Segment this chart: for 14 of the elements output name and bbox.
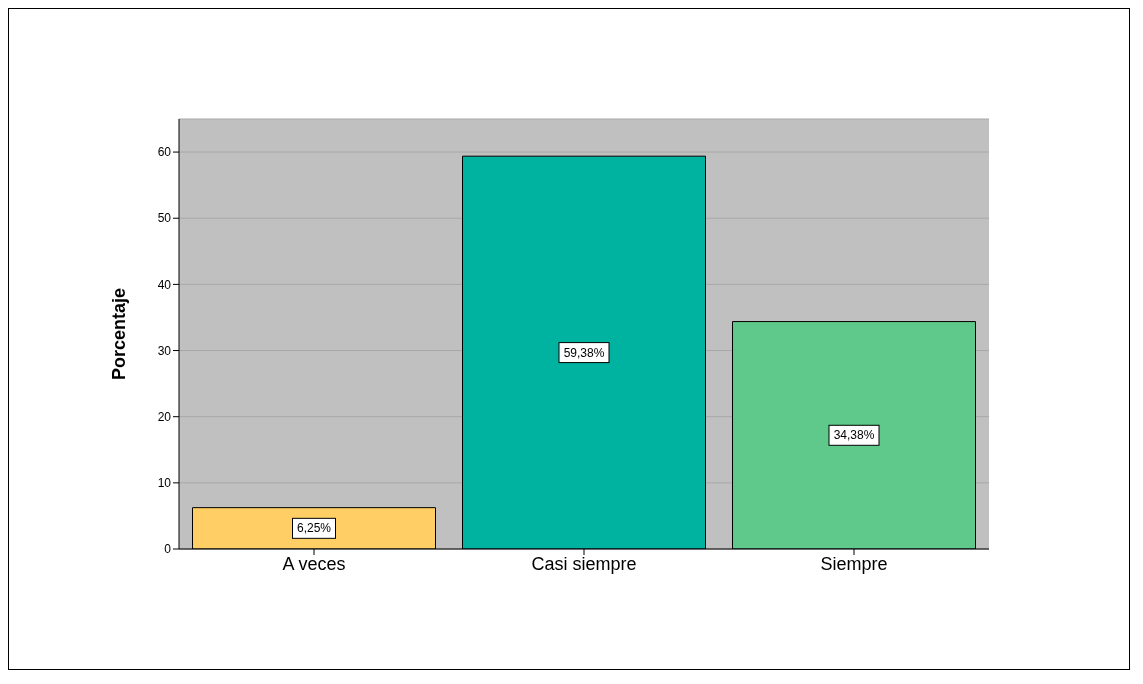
- y-axis-title: Porcentaje: [109, 287, 130, 381]
- data-label: 6,25%: [296, 521, 332, 536]
- y-tick-label: 30: [157, 343, 172, 358]
- y-tick-label: 50: [157, 211, 172, 226]
- y-tick-label: 20: [157, 409, 172, 424]
- y-tick-label: 40: [157, 277, 172, 292]
- y-tick-label: 60: [157, 145, 172, 160]
- x-tick-label: A veces: [282, 553, 346, 574]
- data-label: 59,38%: [563, 345, 605, 360]
- x-tick-label: Casi siempre: [531, 553, 637, 574]
- y-tick-label: 0: [164, 542, 172, 557]
- x-tick-label: Siempre: [820, 553, 888, 574]
- data-label: 34,38%: [833, 428, 875, 443]
- y-tick-label: 10: [157, 476, 172, 491]
